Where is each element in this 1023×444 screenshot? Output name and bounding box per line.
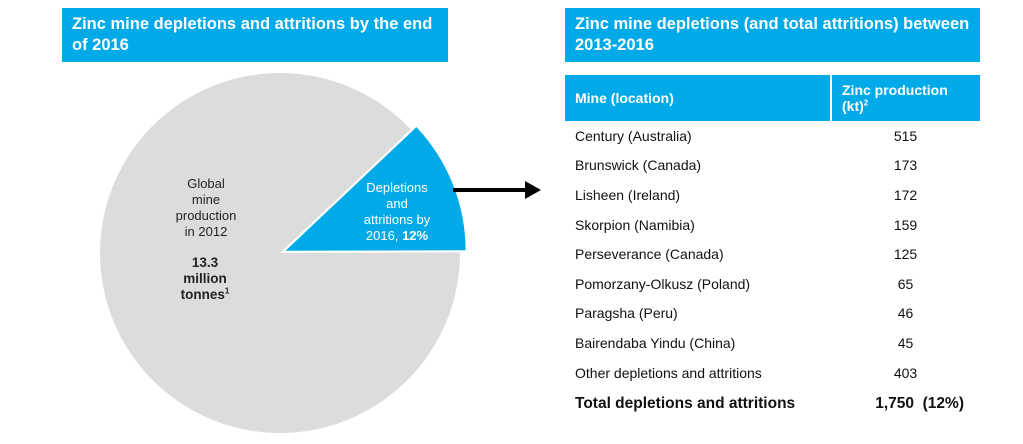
production-value-cell: 515 [893, 127, 918, 144]
table-body: Century (Australia) 515 Brunswick (Canada)… [565, 121, 980, 421]
footnote-2: 2 [863, 98, 869, 108]
global-label-line-1: Global [187, 176, 225, 191]
mine-name-cell: Lisheen (Ireland) [575, 186, 681, 203]
pie-slice-depletions [285, 127, 466, 251]
production-value-cell: 173 [893, 157, 918, 174]
production-value-cell: 125 [893, 246, 918, 263]
mine-name-cell: Century (Australia) [575, 127, 692, 144]
arrow-icon [453, 181, 541, 199]
global-value-line-1: 13.3 [191, 255, 219, 270]
footnote-1: 1 [224, 286, 230, 296]
table-row: Other depletions and attritions 403 [565, 358, 980, 388]
global-label-line-2: mine [191, 192, 221, 207]
production-value-cell: 403 [893, 364, 918, 381]
total-label-cell: Total depletions and attritions [575, 395, 796, 413]
mine-name-cell: Bairendaba Yindu (China) [575, 334, 736, 351]
pie-chart-title: Zinc mine depletions and attritions by t… [62, 8, 448, 62]
global-production-value: 13.3 million tonnes1 [150, 255, 260, 303]
depl-label-line-2: and [386, 196, 408, 211]
table-row: Bairendaba Yindu (China) 45 [565, 328, 980, 358]
depl-label-line-4: 2016, [365, 228, 399, 243]
table-header-row: Mine (location) Zinc production (kt)2 [565, 75, 980, 121]
total-row: Total depletions and attritions 1,750 (12… [565, 387, 980, 421]
table-row: Brunswick (Canada) 173 [565, 151, 980, 181]
total-value-cell: 1,750 (12%) [875, 395, 964, 413]
global-production-label: Global mine production in 2012 [160, 176, 252, 240]
table-title: Zinc mine depletions (and total attritio… [565, 8, 980, 62]
column-header-mine: Mine (location) [565, 75, 831, 121]
depl-label-line-3: attritions by [363, 212, 431, 227]
production-value-cell: 45 [897, 334, 914, 351]
depletions-label: Depletions and attritions by 2016, 12% [352, 180, 442, 244]
mine-name-cell: Pomorzany-Olkusz (Poland) [575, 275, 751, 292]
table-row: Paragsha (Peru) 46 [565, 299, 980, 329]
table-row: Century (Australia) 515 [565, 121, 980, 151]
global-value-line-2: million [183, 271, 227, 286]
column-header-production: Zinc production (kt)2 [830, 75, 980, 121]
production-value-cell: 172 [893, 186, 918, 203]
table-row: Perseverance (Canada) 125 [565, 239, 980, 269]
table-row: Skorpion (Namibia) 159 [565, 210, 980, 240]
pie-chart [99, 72, 466, 434]
depletions-percent: 12% [402, 228, 429, 243]
global-label-line-3: production [175, 208, 237, 223]
mine-name-cell: Brunswick (Canada) [575, 157, 702, 174]
production-value-cell: 159 [893, 216, 918, 233]
depl-label-line-1: Depletions [366, 180, 428, 195]
pie-slice-global-production [99, 72, 460, 434]
mine-name-cell: Paragsha (Peru) [575, 305, 678, 322]
table-row: Pomorzany-Olkusz (Poland) 65 [565, 269, 980, 299]
production-value-cell: 65 [897, 275, 914, 292]
mine-name-cell: Perseverance (Canada) [575, 246, 724, 263]
mine-name-cell: Skorpion (Namibia) [575, 216, 695, 233]
mine-name-cell: Other depletions and attritions [575, 364, 762, 381]
global-label-line-4: in 2012 [184, 224, 228, 239]
zinc-depletions-table: Mine (location) Zinc production (kt)2 Ce… [565, 75, 980, 421]
production-value-cell: 46 [897, 305, 914, 322]
global-value-line-3: tonnes [180, 287, 225, 302]
table-row: Lisheen (Ireland) 172 [565, 180, 980, 210]
